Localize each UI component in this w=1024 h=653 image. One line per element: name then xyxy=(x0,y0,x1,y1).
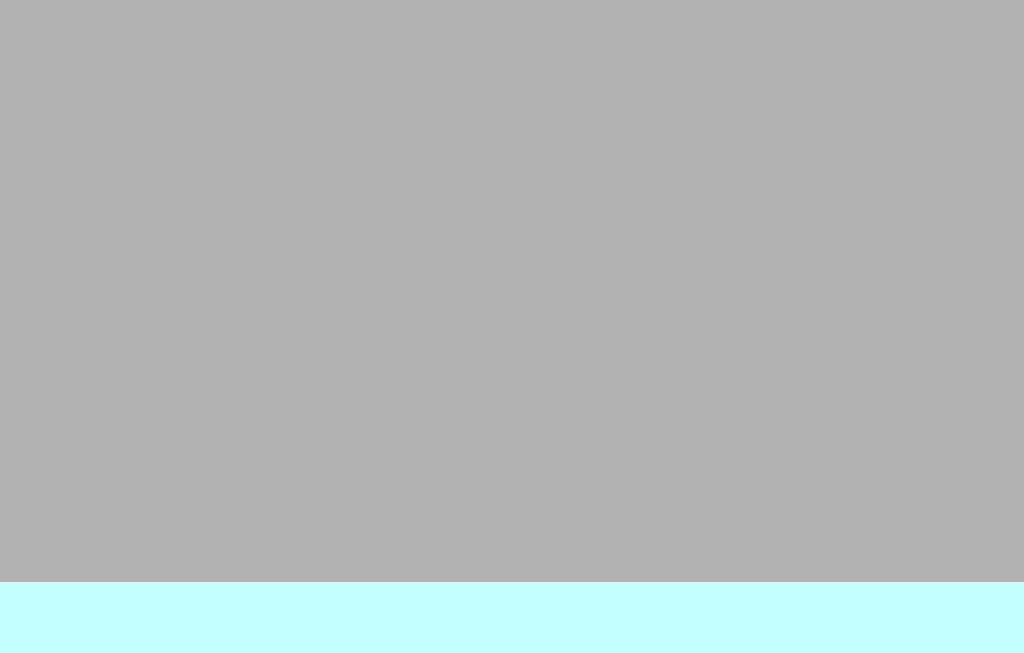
summary-table xyxy=(0,582,1024,653)
weather-chart-canvas xyxy=(0,0,1024,580)
